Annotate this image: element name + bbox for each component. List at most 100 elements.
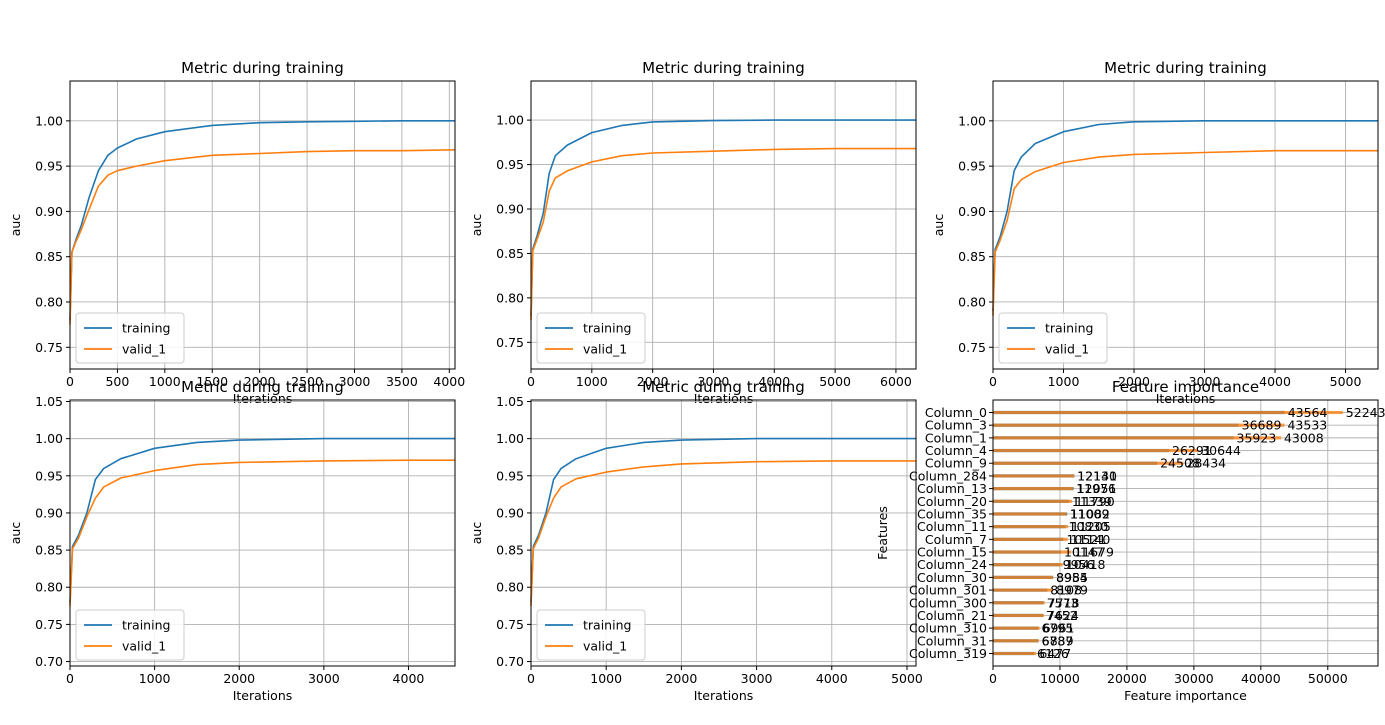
bar-Column_9 bbox=[993, 461, 1184, 465]
bar-Column_4 bbox=[993, 448, 1199, 453]
x-tick-label: 3000 bbox=[339, 374, 371, 389]
bar-value-label: 8108 bbox=[1050, 583, 1082, 598]
x-tick-label: 3000 bbox=[698, 374, 730, 389]
chart-title: Metric during training bbox=[181, 378, 344, 396]
series-line-valid_1 bbox=[69, 459, 455, 606]
bar-value-label: 52243 bbox=[1346, 405, 1385, 420]
legend-label-training: training bbox=[122, 618, 170, 633]
y-tick-label: 0.95 bbox=[958, 159, 986, 174]
y-axis-label: auc bbox=[469, 522, 484, 545]
y-tick-label: Column_35 bbox=[917, 506, 987, 521]
x-tick-label: 20000 bbox=[1107, 671, 1147, 686]
bar-value-label: 7452 bbox=[1046, 608, 1078, 623]
y-tick-label: 0.85 bbox=[496, 246, 524, 261]
x-axis-label: Feature importance bbox=[1124, 688, 1247, 703]
x-tick-label: 0 bbox=[66, 671, 74, 686]
x-tick-label: 2000 bbox=[637, 374, 669, 389]
series-line-training bbox=[530, 437, 916, 603]
y-tick-label: 0.80 bbox=[35, 580, 63, 595]
legend-label-training: training bbox=[583, 321, 631, 336]
x-tick-label: 0 bbox=[989, 374, 997, 389]
plot-frame bbox=[992, 80, 1379, 370]
y-tick-label: 0.90 bbox=[496, 505, 524, 520]
legend-box bbox=[536, 312, 646, 364]
y-axis-label: auc bbox=[8, 522, 23, 545]
legend: training valid_1 bbox=[75, 312, 185, 364]
chart-3: 0 1000 2000 3000 4000 5000 0.75 0.80 0.85 0.90 0.9… bbox=[931, 59, 1379, 406]
y-tick-label: Column_20 bbox=[917, 494, 987, 509]
x-tick-label: 0 bbox=[527, 374, 535, 389]
y-axis-label: Features bbox=[875, 506, 890, 560]
bar-Column_0 bbox=[993, 410, 1343, 415]
plot-frame bbox=[530, 399, 917, 667]
x-tick-label: 0 bbox=[989, 671, 997, 686]
x-tick-label: 500 bbox=[105, 374, 129, 389]
legend: training valid_1 bbox=[998, 312, 1108, 364]
plot-frame bbox=[69, 399, 456, 667]
y-tick-label: 0.80 bbox=[35, 294, 63, 309]
legend: training valid_1 bbox=[536, 312, 646, 364]
y-tick-label: Column_21 bbox=[917, 608, 987, 623]
bar-Column_35 bbox=[993, 512, 1067, 516]
x-tick-label: 4000 bbox=[393, 671, 425, 686]
x-tick-label: 0 bbox=[527, 671, 535, 686]
x-axis-label: Iterations bbox=[1156, 391, 1216, 406]
y-tick-label: 0.75 bbox=[35, 340, 63, 355]
y-tick-label: 1.05 bbox=[35, 394, 63, 409]
plot-frame bbox=[992, 399, 1379, 667]
y-tick-label: Column_300 bbox=[909, 595, 987, 610]
y-tick-label: Column_3 bbox=[925, 418, 987, 433]
bar-value-label: 7718 bbox=[1048, 595, 1080, 610]
x-tick-label: 2000 bbox=[244, 374, 276, 389]
y-tick-label: Column_0 bbox=[925, 405, 987, 420]
bar-value-label: 10830 bbox=[1069, 519, 1109, 534]
y-tick-label: Column_319 bbox=[909, 646, 987, 661]
bar-Column_30 bbox=[993, 575, 1053, 579]
y-tick-label: 0.95 bbox=[496, 468, 524, 483]
legend-label-training: training bbox=[583, 618, 631, 633]
bar-value-label: 6795 bbox=[1041, 621, 1073, 636]
bar-value-label: 11082 bbox=[1070, 506, 1110, 521]
chart-4: 0 1000 2000 3000 4000 0.70 0.75 0.80 0.85 0.90 0.9… bbox=[8, 378, 456, 703]
x-tick-label: 2000 bbox=[1118, 374, 1150, 389]
chart-title: Metric during training bbox=[181, 59, 344, 77]
bar-value-label: 30644 bbox=[1201, 443, 1241, 458]
y-tick-label: 0.80 bbox=[496, 290, 524, 305]
legend: training valid_1 bbox=[536, 609, 646, 661]
y-tick-label: 0.80 bbox=[496, 580, 524, 595]
y-tick-label: 1.00 bbox=[958, 113, 986, 128]
bar-Column_31 bbox=[993, 639, 1039, 643]
legend-label-valid_1: valid_1 bbox=[122, 342, 166, 357]
x-tick-label: 3000 bbox=[1189, 374, 1221, 389]
x-tick-label: 4000 bbox=[1259, 374, 1291, 389]
x-tick-label: 4000 bbox=[816, 671, 848, 686]
bar-value-label: 6839 bbox=[1042, 633, 1074, 648]
bar-Column_300 bbox=[993, 601, 1045, 605]
bar-value-label: 36689 bbox=[1242, 418, 1282, 433]
bar-value-label: 28434 bbox=[1186, 456, 1226, 471]
bar-value-label: 11205 bbox=[1071, 519, 1111, 534]
y-tick-label: 0.95 bbox=[496, 157, 524, 172]
x-tick-label: 6000 bbox=[880, 374, 912, 389]
bar-value-label: 8979 bbox=[1056, 583, 1088, 598]
bar-Column_24 bbox=[993, 563, 1063, 567]
x-tick-label: 40000 bbox=[1241, 671, 1281, 686]
bar-value-label: 7624 bbox=[1047, 608, 1079, 623]
y-tick-label: 0.70 bbox=[496, 654, 524, 669]
bar-Column_7 bbox=[993, 537, 1068, 541]
series-line-training bbox=[530, 119, 916, 316]
y-tick-label: 0.75 bbox=[958, 340, 986, 355]
bar-value-label: 8954 bbox=[1056, 570, 1088, 585]
legend-label-valid_1: valid_1 bbox=[583, 342, 627, 357]
legend: training valid_1 bbox=[75, 609, 185, 661]
bar-value-label: 7573 bbox=[1047, 595, 1079, 610]
chart-title: Feature importance bbox=[1112, 378, 1259, 396]
bar-value-label: 12051 bbox=[1077, 481, 1117, 496]
series-line-valid_1 bbox=[69, 149, 456, 325]
y-tick-label: 0.70 bbox=[35, 654, 63, 669]
bar-value-label: 43533 bbox=[1287, 418, 1327, 433]
y-tick-label: Column_24 bbox=[917, 557, 987, 572]
bar-value-label: 6961 bbox=[1043, 621, 1075, 636]
chart-title: Metric during training bbox=[642, 59, 805, 77]
y-tick-label: Column_31 bbox=[917, 633, 987, 648]
